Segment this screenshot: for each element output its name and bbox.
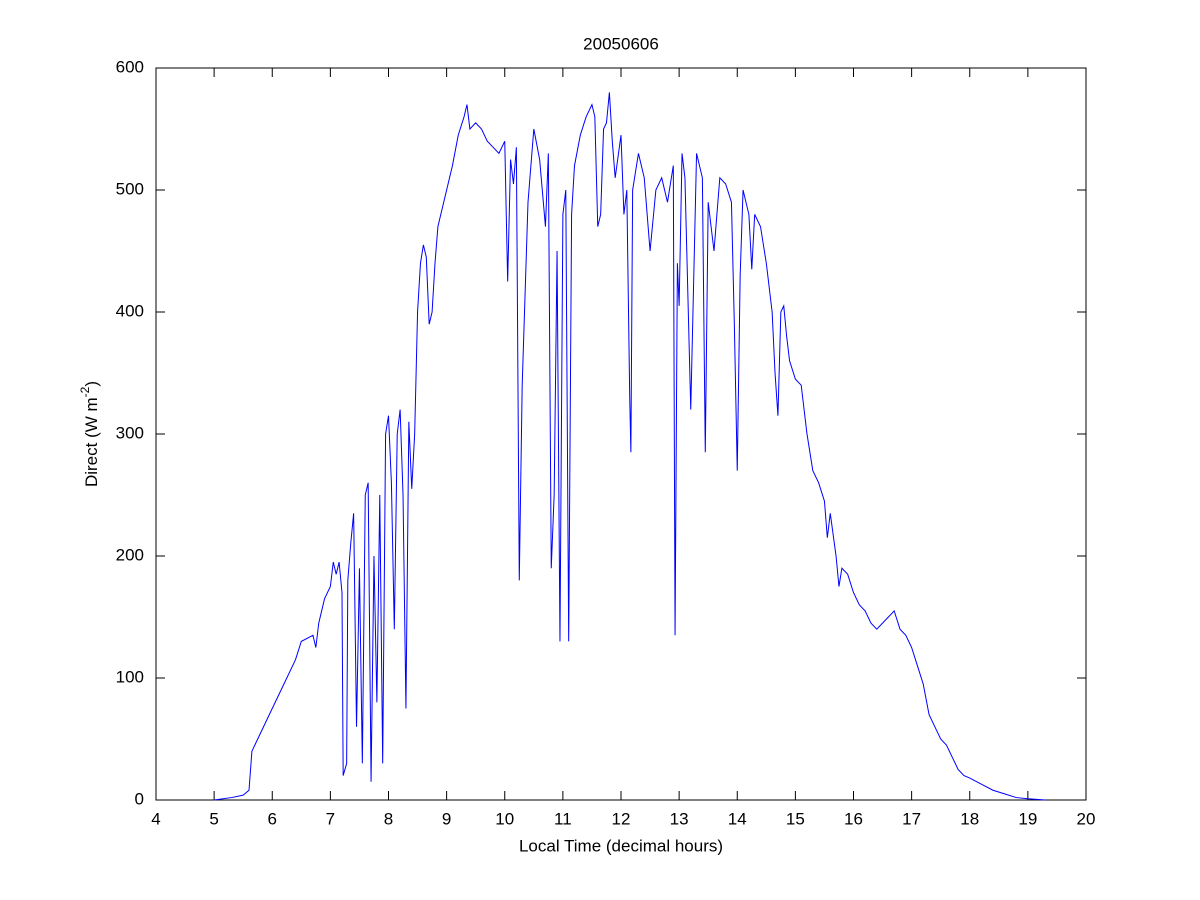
x-tick-label: 11 <box>554 809 572 828</box>
data-line <box>214 92 1046 801</box>
x-tick-label: 8 <box>384 809 393 828</box>
y-tick-label: 0 <box>135 789 144 808</box>
x-tick-label: 14 <box>728 809 747 828</box>
y-tick-label: 100 <box>116 667 144 686</box>
x-tick-label: 18 <box>960 809 979 828</box>
x-tick-label: 5 <box>209 809 218 828</box>
x-tick-label: 19 <box>1018 809 1037 828</box>
y-axis-label-suffix: ) <box>82 381 101 387</box>
y-tick-label: 400 <box>116 301 144 320</box>
x-tick-label: 20 <box>1077 809 1096 828</box>
x-axis-label: Local Time (decimal hours) <box>519 836 723 855</box>
chart-title: 20050606 <box>583 34 659 53</box>
y-tick-label: 600 <box>116 57 144 76</box>
x-tick-label: 15 <box>786 809 805 828</box>
y-axis-label: Direct (W m-2) <box>78 381 101 487</box>
y-tick-label: 200 <box>116 545 144 564</box>
x-tick-label: 6 <box>268 809 277 828</box>
x-tick-label: 12 <box>612 809 631 828</box>
x-tick-label: 4 <box>151 809 160 828</box>
y-axis-label-text: Direct (W m <box>82 397 101 487</box>
x-tick-label: 13 <box>670 809 689 828</box>
x-tick-label: 7 <box>326 809 335 828</box>
x-tick-label: 9 <box>442 809 451 828</box>
y-axis-label-superscript: -2 <box>78 386 92 397</box>
x-tick-label: 10 <box>495 809 514 828</box>
y-tick-label: 300 <box>116 423 144 442</box>
y-tick-label: 500 <box>116 179 144 198</box>
x-tick-label: 17 <box>902 809 921 828</box>
x-tick-label: 16 <box>844 809 863 828</box>
